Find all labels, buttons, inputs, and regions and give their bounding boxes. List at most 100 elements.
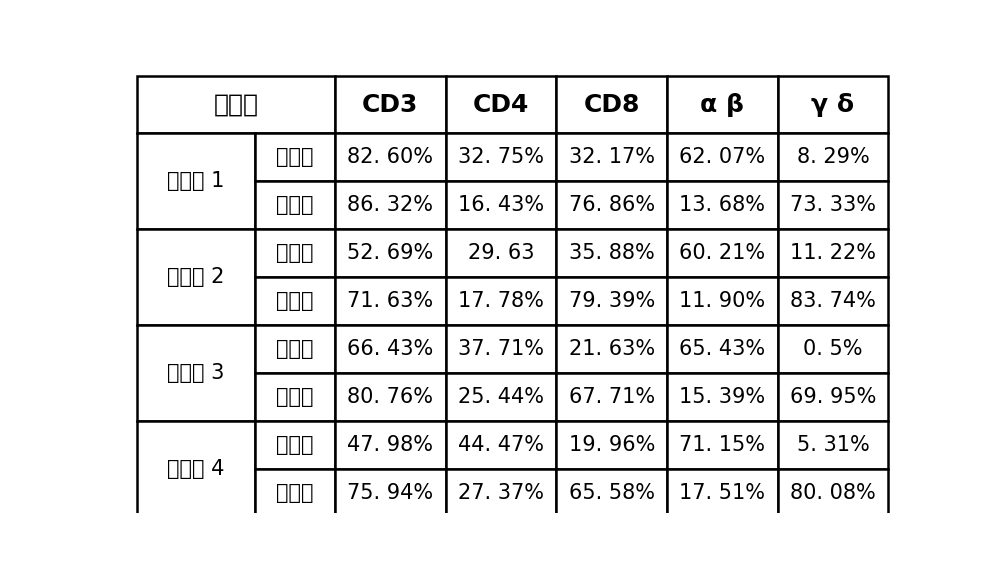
Bar <box>446 229 556 277</box>
Bar <box>335 325 446 373</box>
Text: 11. 90%: 11. 90% <box>679 291 765 311</box>
Text: 27. 37%: 27. 37% <box>458 483 544 503</box>
Bar <box>255 325 335 373</box>
Text: 62. 07%: 62. 07% <box>679 147 765 168</box>
Bar <box>556 277 667 325</box>
Bar <box>556 373 667 421</box>
Text: 79. 39%: 79. 39% <box>569 291 655 311</box>
Bar <box>255 229 335 277</box>
Bar <box>255 134 335 181</box>
Text: 80. 76%: 80. 76% <box>347 387 433 407</box>
Text: 刺激后: 刺激后 <box>276 483 314 503</box>
Text: 71. 15%: 71. 15% <box>679 435 765 455</box>
Bar <box>667 469 778 517</box>
Text: 刺激前: 刺激前 <box>276 243 314 263</box>
Text: 16. 43%: 16. 43% <box>458 195 544 215</box>
Text: 82. 60%: 82. 60% <box>347 147 433 168</box>
Text: 13. 68%: 13. 68% <box>679 195 765 215</box>
Text: 实施例 3: 实施例 3 <box>167 363 224 383</box>
Bar <box>667 421 778 469</box>
Text: CD8: CD8 <box>584 93 640 116</box>
Text: 8. 29%: 8. 29% <box>797 147 869 168</box>
Bar <box>255 277 335 325</box>
Bar <box>446 373 556 421</box>
Text: 25. 44%: 25. 44% <box>458 387 544 407</box>
Text: 37. 71%: 37. 71% <box>458 339 544 359</box>
Bar <box>335 373 446 421</box>
Text: 66. 43%: 66. 43% <box>347 339 434 359</box>
Bar <box>335 134 446 181</box>
Bar <box>778 373 888 421</box>
Bar <box>667 373 778 421</box>
Bar <box>446 277 556 325</box>
Bar <box>335 469 446 517</box>
Bar <box>446 325 556 373</box>
Bar <box>255 373 335 421</box>
Bar <box>335 229 446 277</box>
Text: 80. 08%: 80. 08% <box>790 483 876 503</box>
Bar <box>778 421 888 469</box>
Text: 刺激后: 刺激后 <box>276 387 314 407</box>
Text: 65. 43%: 65. 43% <box>679 339 765 359</box>
Text: CD4: CD4 <box>473 93 529 116</box>
Bar <box>335 76 446 134</box>
Bar <box>446 421 556 469</box>
Bar <box>778 76 888 134</box>
Bar <box>778 277 888 325</box>
Text: 86. 32%: 86. 32% <box>347 195 433 215</box>
Bar <box>778 134 888 181</box>
Bar <box>137 421 255 517</box>
Bar <box>446 76 556 134</box>
Text: 75. 94%: 75. 94% <box>347 483 433 503</box>
Text: 15. 39%: 15. 39% <box>679 387 765 407</box>
Bar <box>556 325 667 373</box>
Bar <box>667 325 778 373</box>
Bar <box>556 181 667 229</box>
Bar <box>335 421 446 469</box>
Bar <box>556 421 667 469</box>
Text: 76. 86%: 76. 86% <box>569 195 655 215</box>
Text: 69. 95%: 69. 95% <box>790 387 876 407</box>
Bar <box>255 469 335 517</box>
Text: 刺激前: 刺激前 <box>276 147 314 168</box>
Text: 29. 63: 29. 63 <box>468 243 534 263</box>
Text: 实施例 4: 实施例 4 <box>167 458 224 479</box>
Text: 实施例 2: 实施例 2 <box>167 267 224 287</box>
Text: 17. 51%: 17. 51% <box>679 483 765 503</box>
Text: 67. 71%: 67. 71% <box>569 387 655 407</box>
Bar <box>137 325 255 421</box>
Bar <box>667 76 778 134</box>
Bar <box>137 229 255 325</box>
Bar <box>335 277 446 325</box>
Bar <box>446 181 556 229</box>
Text: 60. 21%: 60. 21% <box>679 243 765 263</box>
Bar <box>778 181 888 229</box>
Bar <box>778 469 888 517</box>
Text: 32. 17%: 32. 17% <box>569 147 655 168</box>
Text: 刺激后: 刺激后 <box>276 291 314 311</box>
Text: 外周血: 外周血 <box>213 93 258 116</box>
Text: 19. 96%: 19. 96% <box>569 435 655 455</box>
Text: 65. 58%: 65. 58% <box>569 483 655 503</box>
Text: 刺激前: 刺激前 <box>276 435 314 455</box>
Bar <box>556 134 667 181</box>
Bar <box>255 421 335 469</box>
Bar <box>667 134 778 181</box>
Bar <box>556 229 667 277</box>
Text: 5. 31%: 5. 31% <box>797 435 869 455</box>
Text: α β: α β <box>700 93 744 116</box>
Text: γ δ: γ δ <box>811 93 855 116</box>
Text: 32. 75%: 32. 75% <box>458 147 544 168</box>
Text: 0. 5%: 0. 5% <box>803 339 863 359</box>
Text: 44. 47%: 44. 47% <box>458 435 544 455</box>
Bar <box>778 325 888 373</box>
Text: 71. 63%: 71. 63% <box>347 291 433 311</box>
Text: 21. 63%: 21. 63% <box>569 339 655 359</box>
Text: 83. 74%: 83. 74% <box>790 291 876 311</box>
Bar <box>446 469 556 517</box>
Bar <box>667 277 778 325</box>
Bar <box>667 229 778 277</box>
Text: 实施例 1: 实施例 1 <box>167 171 224 191</box>
Text: 52. 69%: 52. 69% <box>347 243 434 263</box>
Text: 17. 78%: 17. 78% <box>458 291 544 311</box>
